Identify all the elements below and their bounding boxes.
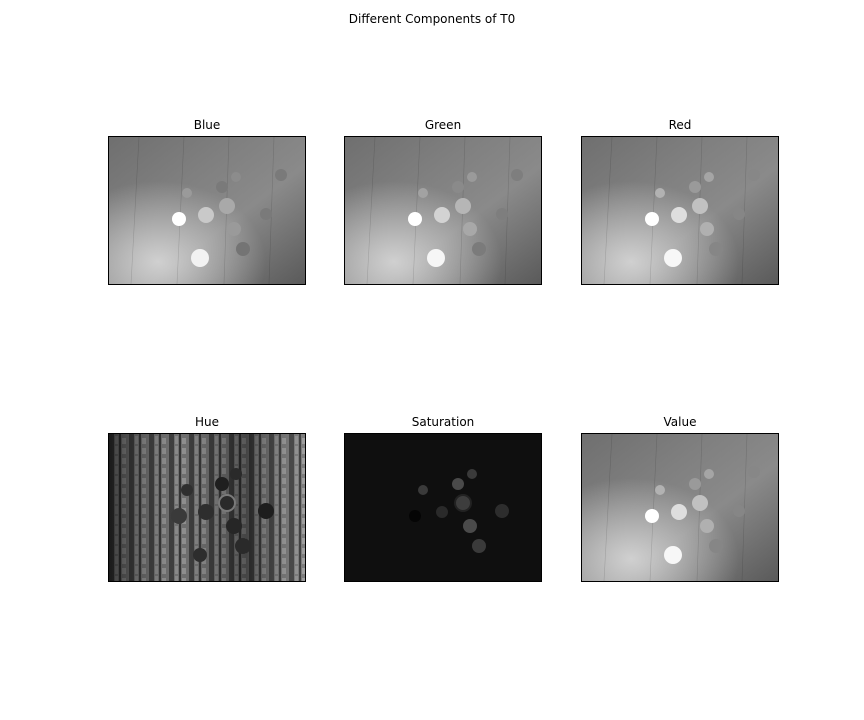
blue-channel-image [108,136,306,285]
value-channel-image [581,433,779,582]
panel-title-red: Red [581,118,779,132]
panel-title-green: Green [344,118,542,132]
saturation-channel-image [344,433,542,582]
green-channel-image [344,136,542,285]
panel-title-saturation: Saturation [344,415,542,429]
red-channel-image [581,136,779,285]
panel-title-hue: Hue [108,415,306,429]
panel-title-blue: Blue [108,118,306,132]
hue-channel-image [108,433,306,582]
figure-title: Different Components of T0 [0,12,864,26]
panel-title-value: Value [581,415,779,429]
